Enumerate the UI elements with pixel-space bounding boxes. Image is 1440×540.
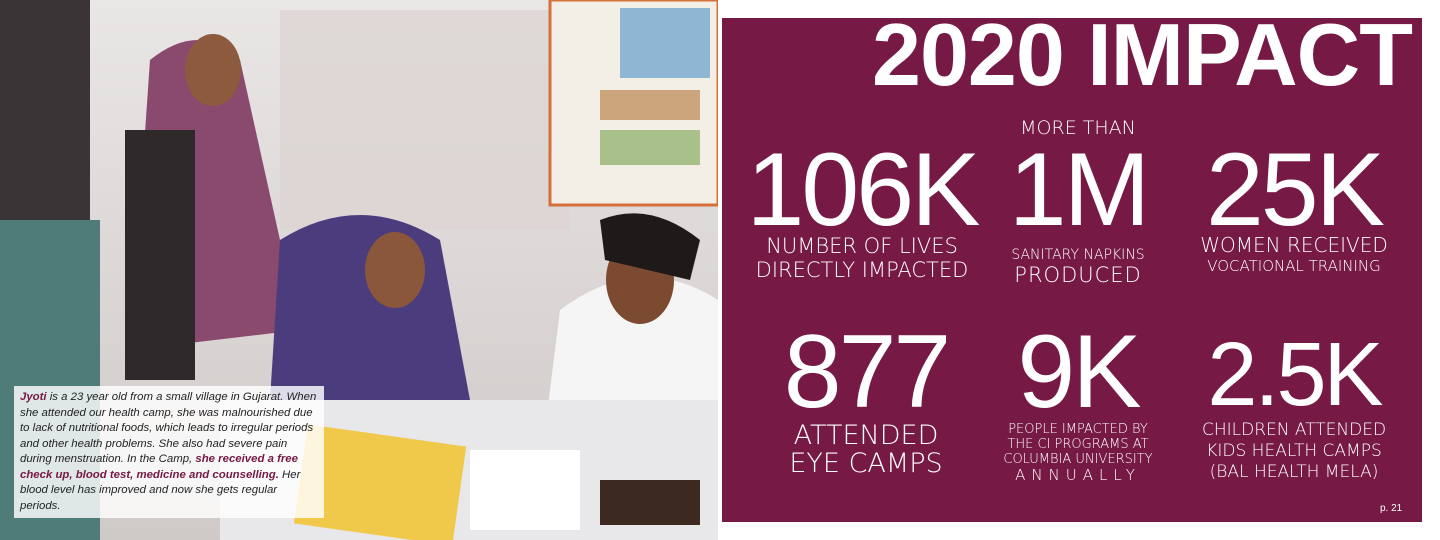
caption-name: Jyoti: [20, 391, 47, 403]
stat-label: PRODUCED: [1014, 263, 1142, 287]
stat-label: THE CI PROGRAMS AT: [1007, 437, 1149, 452]
caption-text: Her blood level has improved and now she…: [20, 468, 301, 512]
stat-label: NUMBER OF LIVES: [766, 234, 958, 258]
impact-panel: [722, 18, 1422, 522]
stat-label: DIRECTLY IMPACTED: [755, 258, 969, 282]
stat-prefix: MORE THAN: [1020, 117, 1136, 139]
stat-label: EYE CAMPS: [789, 448, 943, 479]
stat-label: ATTENDED: [793, 420, 939, 451]
stat-value: 877: [783, 314, 952, 430]
stat-label: KIDS HEALTH CAMPS: [1206, 441, 1382, 461]
stat-value: 1M: [1008, 132, 1150, 248]
stat-label: VOCATIONAL TRAINING: [1207, 257, 1381, 275]
photo-caption: Jyoti is a 23 year old from a small vill…: [14, 386, 324, 518]
stat-value: 25K: [1205, 132, 1385, 248]
caption-emphasis: she received a free check up, blood test…: [20, 453, 298, 481]
stat-label: (BAL HEALTH MELA): [1209, 462, 1379, 482]
caption-text: is a 23 year old from a small village in…: [20, 391, 317, 465]
stat-label: COLUMBIA UNIVERSITY: [1003, 452, 1153, 467]
stat: 25K WOMEN RECEIVED VOCATIONAL TRAINING: [1174, 132, 1414, 276]
stat-label: CHILDREN ATTENDED: [1201, 420, 1387, 440]
stat: 877 ATTENDED EYE CAMPS: [746, 314, 986, 479]
stat-value: 2.5K: [1207, 325, 1383, 425]
page-number: p. 21: [1380, 503, 1403, 514]
stat: MORE THAN 1M SANITARY NAPKINS PRODUCED: [958, 116, 1198, 286]
stat-value: 9K: [1017, 314, 1141, 430]
stat: 2.5K CHILDREN ATTENDED KIDS HEALTH CAMPS…: [1174, 330, 1414, 483]
stat: 9K PEOPLE IMPACTED BY THE CI PROGRAMS AT…: [958, 314, 1198, 484]
stat-value: 106K: [746, 132, 981, 248]
stat-label: WOMEN RECEIVED: [1200, 233, 1388, 257]
title: 2020 IMPACT: [872, 5, 1413, 104]
stat-label: PEOPLE IMPACTED BY: [1008, 422, 1148, 437]
stat-label: ANNUALLY: [1015, 466, 1141, 484]
stat: 106K NUMBER OF LIVES DIRECTLY IMPACTED: [742, 132, 982, 282]
stat-label: SANITARY NAPKINS: [1011, 247, 1145, 263]
